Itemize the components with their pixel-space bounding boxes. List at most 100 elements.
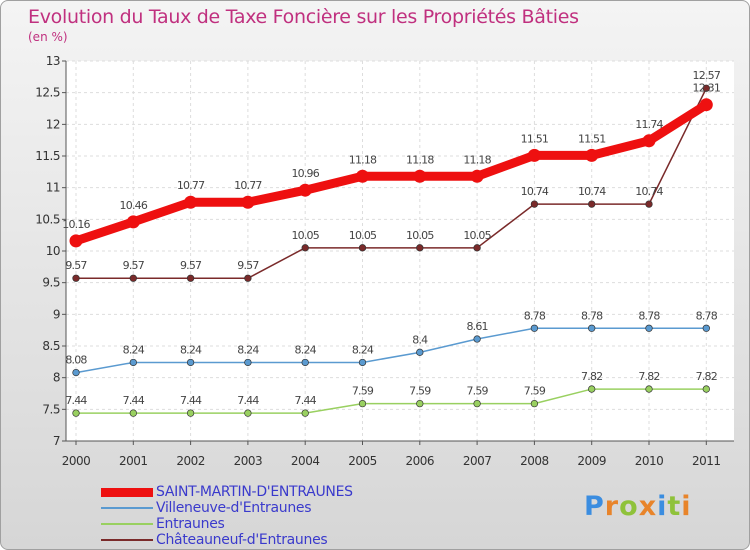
legend-label: SAINT-MARTIN-D'ENTRAUNES bbox=[156, 484, 353, 500]
y-tick-label: 11.5 bbox=[35, 149, 60, 163]
data-point bbox=[413, 169, 427, 183]
x-tick-label: 2006 bbox=[406, 454, 435, 468]
data-point bbox=[473, 335, 481, 343]
data-label: 8.78 bbox=[696, 309, 718, 322]
data-point bbox=[702, 84, 710, 92]
data-point bbox=[186, 274, 195, 282]
data-point bbox=[301, 358, 309, 367]
data-label: 9.57 bbox=[65, 259, 87, 272]
data-point bbox=[645, 324, 653, 332]
data-point bbox=[186, 358, 195, 367]
logo-letter: o bbox=[619, 491, 639, 522]
y-tick-label: 10 bbox=[46, 244, 60, 258]
plot-area bbox=[66, 61, 734, 441]
data-point bbox=[585, 148, 599, 162]
data-label: 11.74 bbox=[635, 118, 663, 131]
data-label: 7.82 bbox=[581, 370, 602, 383]
data-label: 7.44 bbox=[123, 394, 145, 407]
data-point bbox=[298, 183, 312, 197]
data-point bbox=[530, 200, 539, 208]
data-label: 10.74 bbox=[578, 185, 606, 198]
data-label: 8.78 bbox=[581, 309, 603, 322]
y-tick-label: 8.5 bbox=[42, 339, 60, 353]
data-label: 10.96 bbox=[291, 167, 319, 180]
data-point bbox=[244, 274, 252, 282]
data-point bbox=[588, 324, 596, 332]
x-tick-label: 2007 bbox=[463, 454, 492, 468]
legend-label: Villeneuve-d'Entraunes bbox=[156, 500, 312, 516]
x-tick-label: 2001 bbox=[119, 454, 148, 468]
data-label: 12.31 bbox=[693, 82, 721, 95]
data-label: 8.24 bbox=[352, 343, 374, 356]
x-tick-label: 2004 bbox=[291, 454, 320, 468]
data-label: 11.18 bbox=[463, 153, 491, 166]
proxiti-logo: Proxiti bbox=[584, 491, 692, 522]
data-label: 8.24 bbox=[123, 343, 145, 356]
data-label: 9.57 bbox=[180, 259, 202, 272]
data-label: 7.82 bbox=[638, 370, 659, 383]
data-point bbox=[69, 234, 83, 248]
data-label: 8.61 bbox=[466, 320, 487, 333]
data-label: 7.59 bbox=[524, 385, 546, 398]
data-label: 8.78 bbox=[524, 309, 546, 322]
data-point bbox=[473, 399, 481, 408]
data-point bbox=[244, 409, 252, 417]
data-label: 10.77 bbox=[234, 179, 262, 192]
data-point bbox=[588, 200, 596, 208]
logo-letter: i bbox=[657, 491, 668, 522]
data-label: 10.74 bbox=[521, 185, 549, 198]
data-point bbox=[470, 169, 484, 183]
y-tick-label: 13 bbox=[46, 54, 60, 68]
x-tick-label: 2000 bbox=[62, 454, 91, 468]
data-label: 8.24 bbox=[295, 343, 317, 356]
data-point bbox=[356, 169, 369, 183]
data-point bbox=[72, 409, 80, 417]
data-label: 11.51 bbox=[521, 132, 549, 145]
unit-label: (en %) bbox=[28, 30, 68, 44]
data-label: 7.59 bbox=[352, 385, 374, 398]
logo-letter: i bbox=[681, 491, 692, 522]
data-label: 10.05 bbox=[291, 229, 319, 242]
y-tick-label: 12 bbox=[46, 117, 60, 131]
data-point bbox=[416, 244, 424, 252]
data-label: 8.24 bbox=[237, 343, 259, 356]
data-label: 7.44 bbox=[65, 394, 87, 407]
data-point bbox=[244, 358, 252, 367]
data-point bbox=[184, 195, 198, 209]
data-label: 10.16 bbox=[62, 218, 90, 231]
data-label: 8.78 bbox=[638, 309, 660, 322]
y-tick-label: 7 bbox=[53, 434, 60, 448]
logo-letter: t bbox=[667, 491, 682, 522]
legend-swatch bbox=[101, 507, 153, 509]
data-label: 8.08 bbox=[65, 354, 87, 367]
data-label: 9.57 bbox=[237, 259, 259, 272]
data-point bbox=[72, 274, 80, 282]
data-point bbox=[416, 348, 424, 356]
x-tick-label: 2009 bbox=[577, 454, 606, 468]
data-point bbox=[473, 244, 481, 252]
data-point bbox=[642, 134, 656, 148]
y-tick-label: 9 bbox=[53, 307, 60, 321]
x-tick-label: 2011 bbox=[692, 454, 721, 468]
y-tick-label: 12.5 bbox=[35, 86, 60, 100]
logo-letter: P bbox=[584, 491, 605, 522]
data-label: 10.77 bbox=[177, 179, 205, 192]
data-label: 12.57 bbox=[693, 69, 721, 82]
data-point bbox=[699, 98, 713, 112]
chart-title: Evolution du Taux de Taxe Foncière sur l… bbox=[28, 6, 579, 28]
y-tick-label: 9.5 bbox=[42, 276, 60, 290]
data-label: 7.82 bbox=[696, 370, 717, 383]
y-tick-label: 10.5 bbox=[35, 212, 60, 226]
data-point bbox=[129, 409, 137, 417]
series-line bbox=[76, 388, 707, 414]
data-point bbox=[301, 409, 309, 417]
y-tick-label: 11 bbox=[46, 181, 60, 195]
x-tick-label: 2005 bbox=[348, 454, 377, 468]
data-label: 10.05 bbox=[349, 229, 377, 242]
x-tick-label: 2003 bbox=[234, 454, 263, 468]
y-tick-label: 7.5 bbox=[42, 402, 60, 416]
legend-label: Châteauneuf-d'Entraunes bbox=[156, 532, 328, 548]
data-point bbox=[126, 215, 140, 229]
legend-swatch bbox=[101, 539, 153, 541]
data-point bbox=[588, 385, 596, 393]
